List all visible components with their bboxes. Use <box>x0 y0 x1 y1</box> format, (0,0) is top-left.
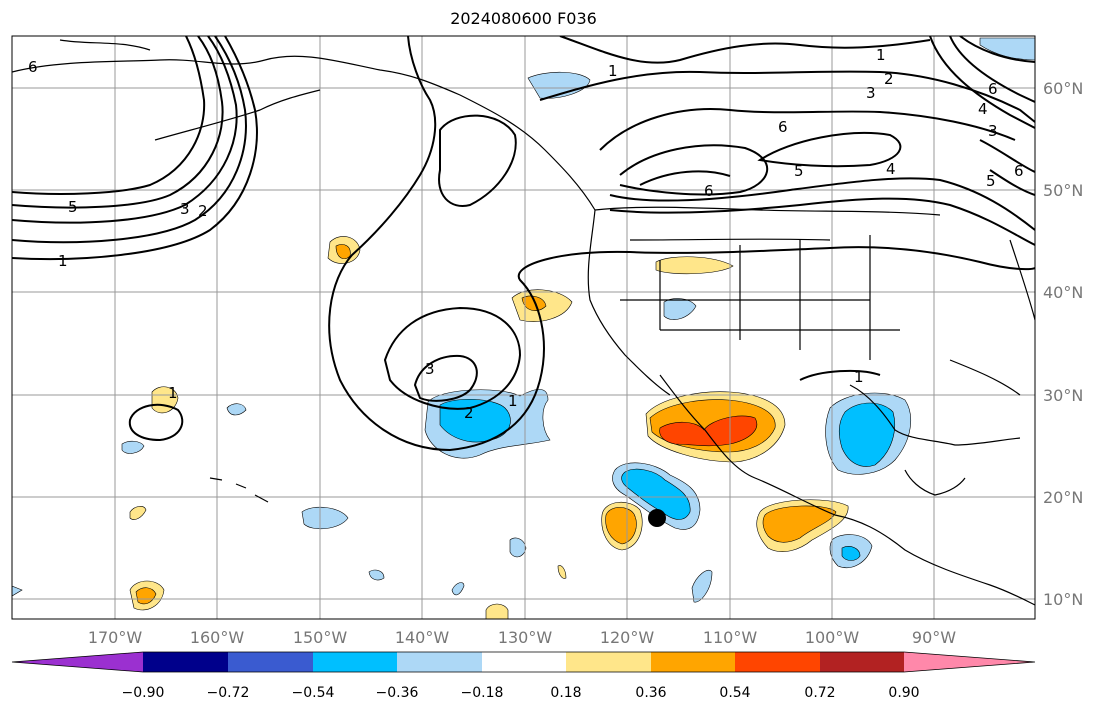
colorbar-bin <box>651 652 735 672</box>
lon-label: 100°W <box>805 628 860 647</box>
contour-label: 1 <box>168 384 178 402</box>
colorbar-tick: 0.36 <box>635 685 666 701</box>
colorbar-bin <box>482 652 566 672</box>
contour-label: 6 <box>988 80 998 98</box>
colorbar-tick: 0.72 <box>804 685 835 701</box>
colorbar-tick: −0.72 <box>207 685 250 701</box>
colorbar-tick: 0.54 <box>719 685 750 701</box>
colorbar-bin <box>820 652 904 672</box>
lat-label: 50°N <box>1043 181 1083 200</box>
contour-label: 6 <box>704 182 714 200</box>
contour-labels: 6 5 3 2 1 3 2 1 1 1 2 3 4 6 5 6 4 5 6 3 … <box>28 46 1024 422</box>
colorbar-bin <box>566 652 651 672</box>
contour-label: 1 <box>508 392 518 410</box>
contour-label: 1 <box>608 62 618 80</box>
contour-label: 2 <box>198 202 208 220</box>
colorbar-extend-high <box>904 652 1035 672</box>
contour-lines <box>12 36 1035 452</box>
colorbar-tick: −0.18 <box>461 685 504 701</box>
lon-label: 160°W <box>190 628 245 647</box>
contour-label: 2 <box>464 404 474 422</box>
contour-label: 4 <box>978 100 988 118</box>
colorbar-tick: 0.18 <box>550 685 581 701</box>
lon-label: 120°W <box>600 628 655 647</box>
lat-label: 10°N <box>1043 590 1083 609</box>
colorbar-tick: −0.36 <box>376 685 419 701</box>
colorbar-bin <box>228 652 313 672</box>
contour-label: 6 <box>1014 162 1024 180</box>
contour-label: 5 <box>986 172 996 190</box>
colorbar-extend-low <box>12 652 143 672</box>
contour-label: 3 <box>988 122 998 140</box>
lon-label: 170°W <box>88 628 143 647</box>
latitude-labels: 60°N 50°N 40°N 30°N 20°N 10°N <box>1043 79 1083 609</box>
lat-label: 30°N <box>1043 386 1083 405</box>
lon-label: 150°W <box>293 628 348 647</box>
storm-center-marker <box>648 509 666 527</box>
colorbar-tick: −0.90 <box>122 685 165 701</box>
colorbar-bin <box>397 652 482 672</box>
contour-label: 1 <box>854 368 864 386</box>
lon-label: 130°W <box>498 628 553 647</box>
longitude-labels: 170°W 160°W 150°W 140°W 130°W 120°W 110°… <box>88 628 956 647</box>
contour-label: 5 <box>68 198 78 216</box>
contour-label: 2 <box>884 70 894 88</box>
lon-label: 110°W <box>703 628 758 647</box>
coastlines <box>12 39 1035 606</box>
contour-label: 1 <box>58 252 68 270</box>
contour-label: 3 <box>180 200 190 218</box>
contour-label: 5 <box>794 162 804 180</box>
contour-label: 3 <box>425 360 435 378</box>
colorbar: −0.90 −0.72 −0.54 −0.36 −0.18 0.18 0.36 … <box>11 651 1036 701</box>
lat-label: 60°N <box>1043 79 1083 98</box>
lon-label: 140°W <box>395 628 450 647</box>
contour-label: 6 <box>28 58 38 76</box>
contour-label: 3 <box>866 84 876 102</box>
map-title: 2024080600 F036 <box>450 9 597 28</box>
colorbar-bin <box>313 652 397 672</box>
contour-label: 1 <box>876 46 886 64</box>
lat-label: 20°N <box>1043 488 1083 507</box>
lat-label: 40°N <box>1043 283 1083 302</box>
colorbar-bin <box>143 652 228 672</box>
contour-label: 6 <box>778 118 788 136</box>
colorbar-tick: 0.90 <box>888 685 919 701</box>
colorbar-bin <box>735 652 820 672</box>
map-frame <box>11 35 1036 620</box>
colorbar-tick: −0.54 <box>292 685 335 701</box>
graticule <box>12 36 1035 619</box>
lon-label: 90°W <box>912 628 956 647</box>
anomaly-fills <box>12 37 1035 619</box>
contour-label: 4 <box>886 160 896 178</box>
